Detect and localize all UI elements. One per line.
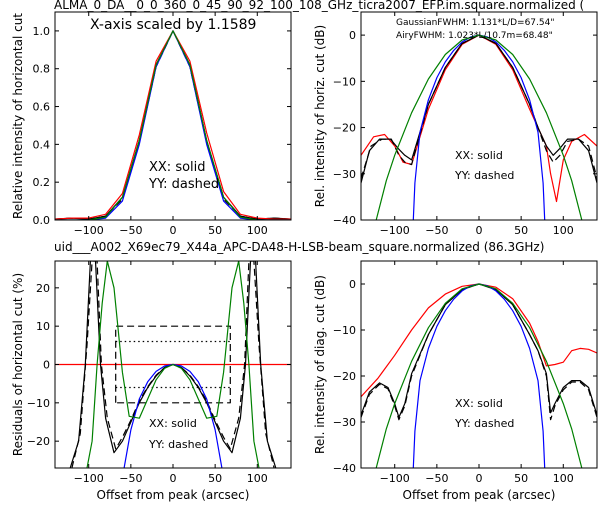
figure-canvas: ALMA_0_DA__0_0_360_0_45_90_92_100_108_GH… (0, 0, 607, 511)
series-line-3 (413, 284, 544, 468)
series-group (361, 35, 597, 220)
x-tick-label: 0 (170, 472, 177, 485)
y-tick-label: −40 (333, 462, 356, 475)
annotation-text: YY: dashed (454, 417, 514, 430)
annotation-text: XX: solid (455, 149, 503, 162)
x-tick-label: 50 (208, 472, 222, 485)
series-line-3 (413, 35, 544, 220)
y-tick-label: −20 (27, 435, 50, 448)
figure-mid-title: uid___A002_X69ec79_X44a_APC-DA48-H-LSB-b… (54, 240, 544, 254)
x-tick-label: 50 (208, 224, 222, 237)
y-tick-label: 1.0 (33, 25, 51, 38)
annotation-text: YY: dashed (454, 169, 514, 182)
y-tick-label: −20 (333, 122, 356, 135)
y-tick-label: 0.2 (33, 176, 51, 189)
y-tick-label: 0.6 (33, 101, 51, 114)
y-tick-label: −40 (333, 214, 356, 227)
legend-text: AiryFWHM: 1.023*L/10.7m=68.48" (396, 31, 553, 41)
x-tick-label: 100 (247, 472, 268, 485)
y-axis-label: Rel. intensity of horiz. cut (dB) (313, 25, 327, 207)
y-tick-label: 10 (36, 320, 50, 333)
x-tick-label: 100 (553, 472, 574, 485)
x-tick-label: 0 (476, 472, 483, 485)
x-tick-label: −50 (425, 472, 448, 485)
x-tick-label: 100 (553, 224, 574, 237)
x-tick-label: −100 (74, 472, 104, 485)
y-axis-label: Residuals of horizontal cut (%) (11, 273, 25, 456)
y-tick-label: −10 (333, 75, 356, 88)
annotation-text: XX: solid (149, 160, 206, 175)
y-tick-label: 20 (36, 282, 50, 295)
x-tick-label: −100 (380, 472, 410, 485)
annotation-text: XX: solid (149, 417, 197, 430)
x-tick-label: 50 (514, 472, 528, 485)
y-tick-label: −30 (333, 168, 356, 181)
x-tick-label: −100 (380, 224, 410, 237)
figure-top-title: ALMA_0_DA__0_0_360_0_45_90_92_100_108_GH… (54, 0, 584, 12)
x-axis-label: Offset from peak (arcsec) (403, 488, 556, 502)
y-tick-label: −30 (333, 416, 356, 429)
series-group (361, 284, 597, 468)
plot-frame (361, 261, 597, 468)
y-tick-label: −10 (27, 397, 50, 410)
series-line-0 (361, 284, 597, 397)
x-tick-label: 50 (514, 224, 528, 237)
legend-text: GaussianFWHM: 1.131*L/D=67.54" (396, 18, 554, 28)
annotation-text: YY: dashed (148, 177, 219, 192)
y-tick-label: −10 (333, 324, 356, 337)
plot-frame (361, 12, 597, 220)
y-tick-label: 0 (349, 278, 356, 291)
annotation-text: X-axis scaled by 1.1589 (90, 17, 256, 33)
x-tick-label: −50 (119, 472, 142, 485)
y-tick-label: 0 (43, 359, 50, 372)
x-tick-label: −50 (119, 224, 142, 237)
annotation-text: YY: dashed (148, 438, 208, 451)
y-tick-label: 0.4 (33, 138, 51, 151)
x-tick-label: 100 (247, 224, 268, 237)
annotation-text: XX: solid (455, 397, 503, 410)
y-tick-label: 0.0 (33, 214, 51, 227)
x-tick-label: −50 (425, 224, 448, 237)
chart-panel-p1: −100 −50 0 50 100 0.0 0.2 0.4 0.6 0.8 1.0 Relative … (11, 12, 291, 237)
series-line-4 (376, 284, 582, 468)
x-axis-label: Offset from peak (arcsec) (97, 488, 250, 502)
y-tick-label: 0.8 (33, 63, 51, 76)
y-axis-label: Rel. intensity of diag. cut (dB) (313, 275, 327, 454)
x-tick-label: 0 (476, 224, 483, 237)
series-line-4 (376, 35, 582, 220)
y-tick-label: 0 (349, 29, 356, 42)
x-tick-label: −100 (74, 224, 104, 237)
y-axis-label: Relative intensity of horizontal cut (11, 13, 25, 219)
series-group (55, 261, 291, 468)
y-tick-label: −20 (333, 370, 356, 383)
x-tick-label: 0 (170, 224, 177, 237)
